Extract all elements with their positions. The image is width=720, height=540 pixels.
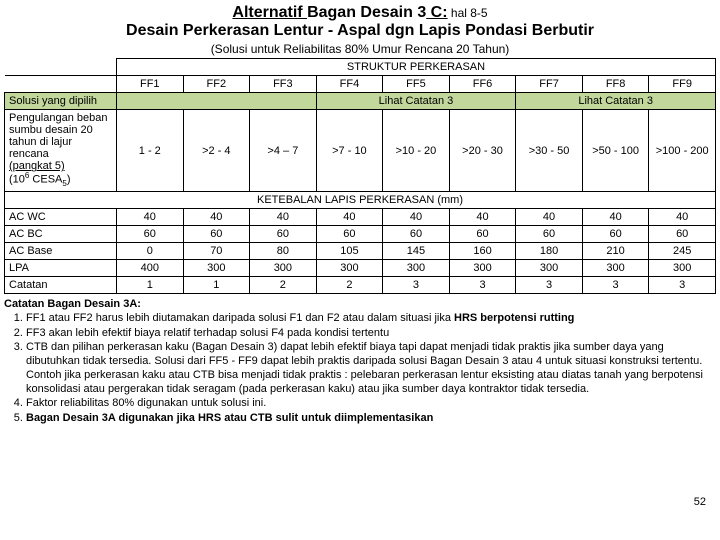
cell: 2 (250, 277, 317, 294)
col-hdr: FF1 (117, 76, 184, 93)
cell: 300 (250, 260, 317, 277)
solusi-label: Solusi yang dipilih (5, 93, 117, 110)
beban-val: >7 - 10 (316, 110, 383, 192)
cell: 80 (250, 243, 317, 260)
cell: 300 (316, 260, 383, 277)
cell: 60 (250, 226, 317, 243)
cell: 40 (383, 209, 450, 226)
col-hdr: FF2 (183, 76, 250, 93)
notes-block: Catatan Bagan Desain 3A: FF1 atau FF2 ha… (4, 298, 716, 426)
cell: 300 (183, 260, 250, 277)
cell: 3 (449, 277, 516, 294)
cell: 40 (516, 209, 583, 226)
col-hdr: FF9 (649, 76, 716, 93)
struktur-header: STRUKTUR PERKERASAN (117, 59, 716, 76)
note-item: FF3 akan lebih efektif biaya relatif ter… (26, 327, 716, 341)
cell: 0 (117, 243, 184, 260)
cell: 400 (117, 260, 184, 277)
row-label: AC Base (5, 243, 117, 260)
beban-val: 1 - 2 (117, 110, 184, 192)
beban-val: >100 - 200 (649, 110, 716, 192)
note-item: CTB dan pilihan perkerasan kaku (Bagan D… (26, 341, 716, 396)
page-number: 52 (694, 496, 706, 508)
row-label: AC BC (5, 226, 117, 243)
title-line-2: Desain Perkerasan Lentur - Aspal dgn Lap… (4, 22, 716, 40)
beban-val: >50 - 100 (582, 110, 649, 192)
col-hdr: FF7 (516, 76, 583, 93)
title-line-1: Alternatif Bagan Desain 3 C: hal 8-5 (4, 4, 716, 22)
beban-val: >4 – 7 (250, 110, 317, 192)
cell: 105 (316, 243, 383, 260)
cell: 60 (383, 226, 450, 243)
col-hdr: FF5 (383, 76, 450, 93)
cell: 40 (250, 209, 317, 226)
cell: 40 (316, 209, 383, 226)
cell: 210 (582, 243, 649, 260)
beban-val: >30 - 50 (516, 110, 583, 192)
beban-label: Pengulangan beban sumbu desain 20 tahun … (5, 110, 117, 192)
cell: 300 (582, 260, 649, 277)
cell: 300 (383, 260, 450, 277)
cell: 300 (649, 260, 716, 277)
cell: 3 (649, 277, 716, 294)
cell: 60 (649, 226, 716, 243)
note-item: Bagan Desain 3A digunakan jika HRS atau … (26, 412, 716, 426)
cell: 40 (449, 209, 516, 226)
beban-val: >2 - 4 (183, 110, 250, 192)
row-label: Catatan (5, 277, 117, 294)
cell: 40 (582, 209, 649, 226)
cell: 60 (316, 226, 383, 243)
subtitle: (Solusi untuk Reliabilitas 80% Umur Renc… (4, 42, 716, 56)
cell: 3 (516, 277, 583, 294)
solusi-note-1: Lihat Catatan 3 (316, 93, 516, 110)
cell: 60 (582, 226, 649, 243)
row-label: LPA (5, 260, 117, 277)
cell: 145 (383, 243, 450, 260)
cell: 60 (117, 226, 184, 243)
cell: 60 (449, 226, 516, 243)
notes-title: Catatan Bagan Desain 3A: (4, 298, 716, 312)
cell: 40 (649, 209, 716, 226)
cell: 3 (582, 277, 649, 294)
beban-val: >20 - 30 (449, 110, 516, 192)
title-tail: hal 8-5 (448, 6, 488, 20)
note-item: Faktor reliabilitas 80% digunakan untuk … (26, 397, 716, 411)
row-label: AC WC (5, 209, 117, 226)
cell: 1 (117, 277, 184, 294)
col-hdr: FF4 (316, 76, 383, 93)
cell: 60 (516, 226, 583, 243)
cell: 3 (383, 277, 450, 294)
cell: 40 (117, 209, 184, 226)
cell: 300 (516, 260, 583, 277)
design-table: STRUKTUR PERKERASAN FF1 FF2 FF3 FF4 FF5 … (4, 58, 716, 294)
cell: 160 (449, 243, 516, 260)
col-hdr: FF3 (250, 76, 317, 93)
cell: 1 (183, 277, 250, 294)
cell: 180 (516, 243, 583, 260)
col-hdr: FF6 (449, 76, 516, 93)
cell: 70 (183, 243, 250, 260)
cell: 2 (316, 277, 383, 294)
cell: 300 (449, 260, 516, 277)
ketebalan-header: KETEBALAN LAPIS PERKERASAN (mm) (5, 192, 716, 209)
solusi-note-2: Lihat Catatan 3 (516, 93, 716, 110)
cell: 40 (183, 209, 250, 226)
title-suffix: C: (426, 4, 447, 21)
note-item: FF1 atau FF2 harus lebih diutamakan dari… (26, 312, 716, 326)
col-hdr: FF8 (582, 76, 649, 93)
cell: 245 (649, 243, 716, 260)
cell: 60 (183, 226, 250, 243)
title-mid: Bagan Desain 3 (307, 4, 426, 21)
beban-val: >10 - 20 (383, 110, 450, 192)
notes-list: FF1 atau FF2 harus lebih diutamakan dari… (4, 312, 716, 426)
title-prefix: Alternatif (232, 4, 307, 21)
